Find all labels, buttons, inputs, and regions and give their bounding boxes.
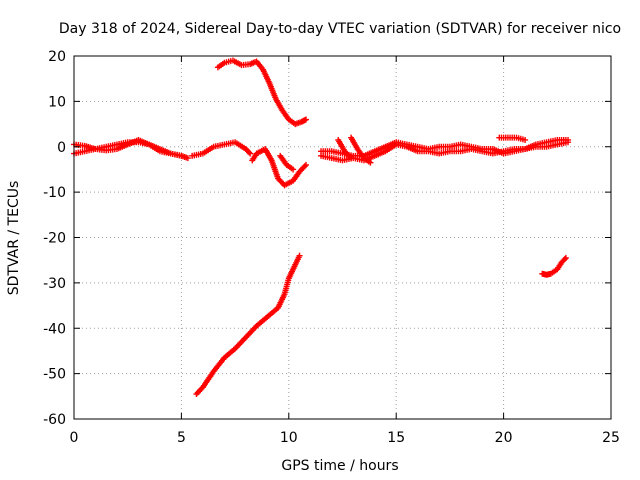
y-tick-label: 0	[57, 140, 66, 156]
y-tick-label: -30	[43, 276, 66, 292]
x-tick-label: 25	[602, 430, 620, 446]
data-point	[565, 136, 572, 143]
x-tick-label: 10	[280, 430, 298, 446]
x-tick-label: 15	[387, 430, 405, 446]
grid-lines	[74, 56, 611, 419]
series-arc-5	[214, 57, 309, 128]
chart-title: Day 318 of 2024, Sidereal Day-to-day VTE…	[59, 21, 621, 37]
y-tick-label: 10	[48, 94, 66, 110]
data-point	[522, 136, 529, 143]
y-tick-label: 20	[48, 49, 66, 65]
data-point	[246, 149, 253, 156]
data-point	[290, 166, 297, 173]
data-point	[178, 152, 185, 159]
axis-ticks: -60 -50 -40 -30 -20 -10 0 10 20 0 5 10 15 20 25	[43, 49, 620, 446]
y-tick-label: -10	[43, 185, 66, 201]
data-point	[302, 161, 309, 168]
x-tick-label: 5	[177, 430, 186, 446]
x-axis-label: GPS time / hours	[281, 458, 398, 474]
x-tick-label: 0	[70, 430, 79, 446]
data-point	[348, 155, 355, 162]
series-layer	[71, 57, 572, 398]
x-tick-label: 20	[495, 430, 513, 446]
series-arc-10	[348, 134, 374, 166]
y-tick-label: -50	[43, 367, 66, 383]
series-arc-3	[249, 146, 309, 189]
data-point	[247, 150, 254, 157]
data-point	[302, 116, 309, 123]
y-tick-label: -40	[43, 321, 66, 337]
y-tick-label: -20	[43, 231, 66, 247]
series-arc-6	[193, 252, 303, 398]
y-axis-label: SDTVAR / TECUs	[6, 181, 22, 296]
series-arc-4	[277, 152, 297, 173]
series-arc-2	[189, 139, 254, 159]
data-point	[367, 159, 374, 166]
data-point	[184, 155, 191, 162]
series-arc-9	[335, 136, 355, 162]
y-tick-label: -60	[43, 412, 66, 428]
data-point	[296, 252, 303, 259]
data-point	[562, 254, 569, 261]
series-arc-11	[496, 134, 529, 143]
series-arc-8	[318, 136, 572, 159]
series-arc-12	[539, 254, 569, 278]
data-point	[561, 256, 568, 263]
